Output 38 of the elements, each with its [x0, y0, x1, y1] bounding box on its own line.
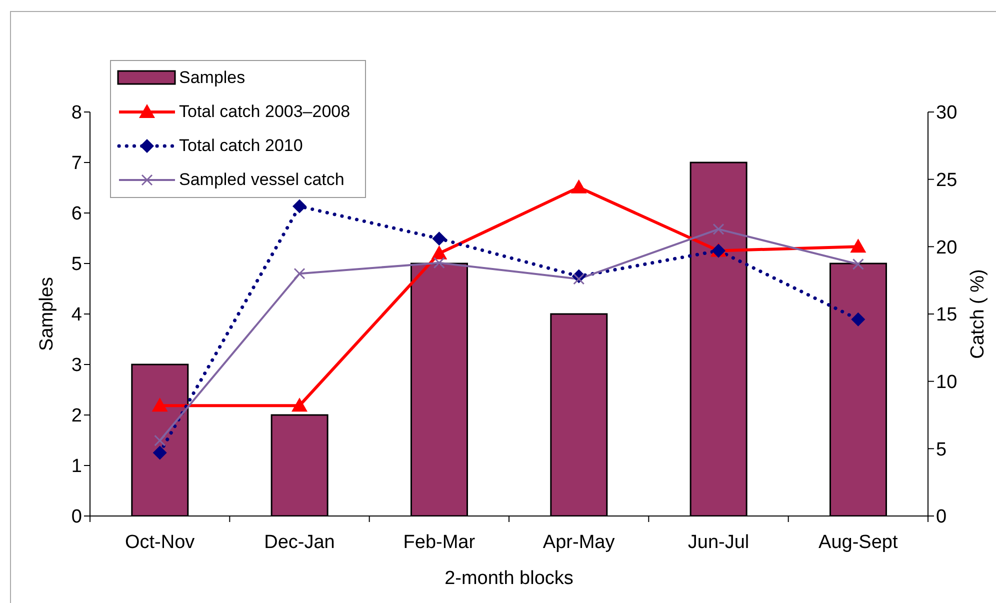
y-tick-label: 0	[71, 506, 82, 528]
point	[570, 179, 587, 194]
y2-tick-label: 0	[936, 506, 947, 528]
x-tick-label: Oct-Nov	[124, 532, 196, 553]
y-tick-label: 7	[71, 153, 82, 174]
y2-tick-label: 10	[936, 372, 958, 394]
y2-axis-title: Catch ( %)	[968, 269, 988, 359]
x-tick-label: Aug-Sept	[818, 532, 898, 553]
legend-label: Total catch 2010	[179, 136, 303, 156]
point	[851, 312, 866, 326]
y-tick-label: 1	[71, 456, 82, 478]
y2-tick-label: 15	[936, 304, 958, 326]
point	[152, 398, 168, 412]
y-tick-label: 2	[71, 406, 82, 427]
y2-tick-label: 25	[936, 170, 958, 192]
x-axis-title: 2-month blocks	[444, 568, 574, 589]
legend-label: Total catch 2003–2008	[179, 102, 350, 122]
y-tick-label: 3	[71, 355, 82, 376]
y2-tick-label: 5	[936, 439, 947, 460]
y-tick-label: 5	[71, 254, 82, 276]
y-tick-label: 6	[71, 204, 82, 225]
y-tick-label: 8	[71, 102, 82, 124]
y2-tick-label: 20	[936, 237, 958, 258]
x-tick-label: Dec-Jan	[264, 532, 335, 553]
legend-label: Samples	[179, 68, 246, 88]
point	[850, 238, 866, 253]
point	[431, 245, 448, 260]
y2-tick-label: 30	[936, 102, 958, 124]
x-tick-label: Jun-Jul	[688, 532, 750, 553]
point	[292, 398, 308, 412]
x-tick-label: Apr-May	[542, 532, 616, 553]
point	[152, 446, 167, 460]
point	[292, 199, 306, 214]
point	[432, 232, 446, 246]
y-axis-title: Samples	[36, 277, 58, 351]
y-tick-label: 4	[71, 304, 82, 326]
legend-label: Sampled vessel catch	[179, 170, 344, 190]
x-tick-label: Feb-Mar	[403, 532, 476, 553]
